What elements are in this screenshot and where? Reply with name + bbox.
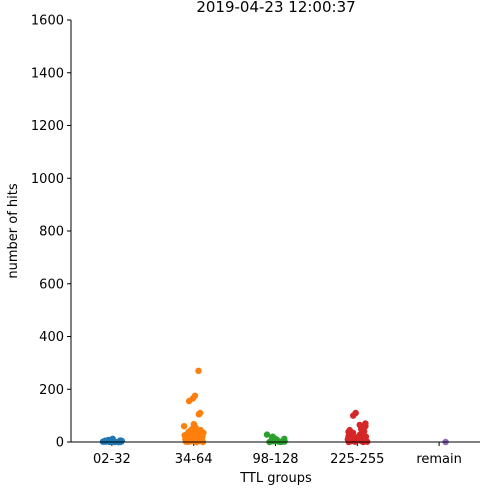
data-point-34-64 (195, 433, 201, 439)
x-tick-label: remain (416, 452, 462, 467)
y-tick-label: 600 (39, 277, 64, 292)
data-point-34-64 (182, 432, 188, 438)
x-tick-label: 34-64 (175, 452, 213, 467)
y-tick-label: 1400 (31, 66, 64, 81)
data-points (100, 368, 449, 446)
y-tick-label: 800 (39, 225, 64, 240)
x-tick-label: 98-128 (252, 452, 298, 467)
data-point-34-64 (195, 368, 201, 374)
data-point-02-32 (117, 437, 123, 443)
data-point-98-128 (272, 436, 278, 442)
y-axis-ticks: 0 200 400 600 800 1000 1200 1400 1600 (31, 14, 71, 451)
y-tick-label: 400 (39, 330, 64, 345)
y-tick-label: 1000 (31, 172, 64, 187)
data-point-225-255 (363, 434, 369, 440)
data-point-34-64 (186, 398, 192, 404)
chart-title: 2019-04-23 12:00:37 (196, 0, 355, 16)
data-point-98-128 (281, 438, 287, 444)
y-tick-label: 200 (39, 383, 64, 398)
y-tick-label: 1600 (31, 14, 64, 29)
y-tick-label: 0 (56, 436, 64, 451)
x-tick-label: 02-32 (93, 452, 131, 467)
data-point-34-64 (196, 411, 202, 417)
data-point-34-64 (189, 431, 195, 437)
y-axis-label: number of hits (6, 183, 21, 278)
x-axis-label: TTL groups (239, 471, 312, 486)
x-axis-ticks: 02-32 34-64 98-128 225-255 remain (93, 442, 462, 467)
data-point-225-255 (350, 412, 356, 418)
y-tick-label: 1200 (31, 119, 64, 134)
data-point-225-255 (352, 436, 358, 442)
data-point-34-64 (181, 423, 187, 429)
x-tick-label: 225-255 (330, 452, 384, 467)
